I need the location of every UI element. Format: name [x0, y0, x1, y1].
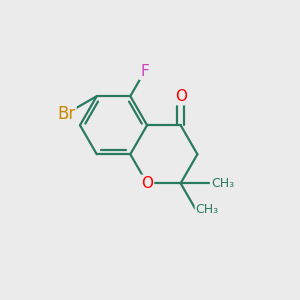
Text: CH₃: CH₃ — [196, 203, 219, 216]
Text: F: F — [140, 64, 149, 79]
Text: CH₃: CH₃ — [211, 177, 234, 190]
Text: O: O — [175, 89, 187, 104]
Text: O: O — [141, 176, 153, 191]
Text: Br: Br — [57, 105, 75, 123]
